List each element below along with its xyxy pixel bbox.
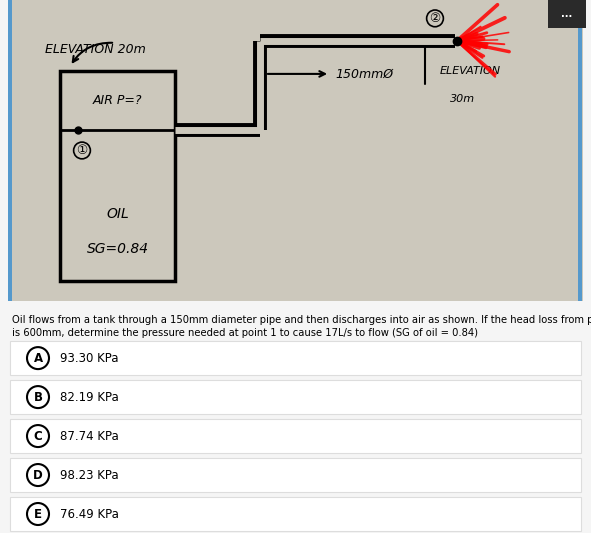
Text: is 600mm, determine the pressure needed at point 1 to cause 17L/s to flow (SG of: is 600mm, determine the pressure needed … bbox=[12, 328, 478, 338]
Text: 93.30 KPa: 93.30 KPa bbox=[60, 352, 119, 365]
Bar bbox=[10, 380, 581, 414]
Circle shape bbox=[27, 503, 49, 525]
Bar bbox=[578, 0, 582, 301]
Text: C: C bbox=[34, 430, 43, 442]
Circle shape bbox=[27, 347, 49, 369]
Bar bbox=[10, 341, 581, 375]
Text: A: A bbox=[34, 352, 43, 365]
Text: ①: ① bbox=[76, 144, 87, 157]
Bar bbox=[60, 71, 175, 281]
Bar bbox=[10, 497, 581, 531]
Text: D: D bbox=[33, 469, 43, 481]
Text: 150mmØ: 150mmØ bbox=[335, 67, 393, 80]
Circle shape bbox=[27, 425, 49, 447]
Circle shape bbox=[27, 386, 49, 408]
Text: ②: ② bbox=[430, 12, 441, 25]
Text: ...: ... bbox=[561, 9, 573, 19]
Text: SG=0.84: SG=0.84 bbox=[86, 243, 148, 256]
Text: OIL: OIL bbox=[106, 207, 129, 221]
Bar bbox=[10, 419, 581, 453]
Text: 82.19 KPa: 82.19 KPa bbox=[60, 391, 119, 403]
Text: 76.49 KPa: 76.49 KPa bbox=[60, 507, 119, 521]
Text: Oil flows from a tank through a 150mm diameter pipe and then discharges into air: Oil flows from a tank through a 150mm di… bbox=[12, 315, 591, 325]
Text: 30m: 30m bbox=[450, 94, 475, 104]
Text: 98.23 KPa: 98.23 KPa bbox=[60, 469, 119, 481]
Text: B: B bbox=[34, 391, 43, 403]
Bar bbox=[10, 458, 581, 492]
Text: ELEVATION 20m: ELEVATION 20m bbox=[45, 43, 146, 56]
Text: E: E bbox=[34, 507, 42, 521]
Text: AIR P=?: AIR P=? bbox=[93, 94, 142, 107]
Text: ELEVATION: ELEVATION bbox=[440, 66, 501, 76]
Text: 87.74 KPa: 87.74 KPa bbox=[60, 430, 119, 442]
Bar bbox=[8, 0, 12, 301]
Circle shape bbox=[27, 464, 49, 486]
Bar bbox=[548, 0, 586, 28]
